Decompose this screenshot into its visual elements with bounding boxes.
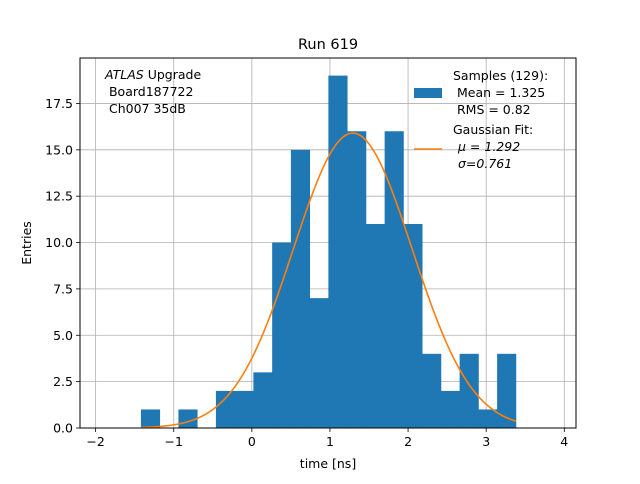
legend-fit-line3: σ=0.761: [458, 156, 512, 171]
legend-fit-line1: Gaussian Fit:: [453, 122, 533, 137]
legend-samples-line1: Samples (129):: [453, 68, 548, 83]
y-tick-label: 12.5: [45, 189, 73, 204]
y-tick-label: 0.0: [53, 421, 73, 436]
annotation-line2: Board187722: [105, 84, 193, 99]
legend: Samples (129): Mean = 1.325 RMS = 0.82 G…: [414, 68, 548, 171]
gaussian-fit: [140, 132, 517, 429]
x-tick-label: 0: [248, 434, 256, 449]
histogram-bar: [497, 353, 517, 428]
x-tick-label: 3: [482, 434, 490, 449]
x-tick-label: 1: [326, 434, 334, 449]
histogram-bar: [384, 131, 404, 428]
histogram-bar: [290, 149, 311, 428]
x-axis-ticks: −2 −1 0 1 2 3 4: [86, 428, 568, 449]
legend-fit-line2: μ = 1.292: [457, 139, 520, 154]
histogram-bar: [215, 390, 236, 428]
y-tick-label: 2.5: [53, 374, 73, 389]
histogram-bar: [253, 372, 273, 428]
x-tick-label: −2: [86, 434, 104, 449]
histogram-bar: [440, 390, 461, 428]
histogram-bars: [140, 75, 517, 428]
legend-swatch-samples: [414, 88, 442, 98]
x-tick-label: 2: [404, 434, 412, 449]
histogram-bar: [347, 131, 367, 428]
y-tick-label: 15.0: [45, 142, 73, 157]
histogram-bar: [365, 223, 386, 428]
x-axis-label: time [ns]: [300, 456, 356, 471]
gaussian-fit-line: [140, 132, 517, 429]
y-tick-label: 10.0: [45, 235, 73, 250]
chart-title: Run 619: [298, 37, 358, 53]
y-tick-label: 7.5: [53, 281, 73, 296]
annotation-line3: Ch007 35dB: [105, 101, 186, 116]
y-axis-ticks: 0.0 2.5 5.0 7.5 10.0 12.5 15.0 17.5: [45, 96, 80, 436]
svg-text:ATLAS Upgrade: ATLAS Upgrade: [104, 67, 201, 82]
y-tick-label: 17.5: [45, 96, 73, 111]
y-axis-label: Entries: [19, 221, 34, 265]
y-tick-label: 5.0: [53, 328, 73, 343]
histogram-bar: [328, 75, 348, 428]
legend-samples-line3: RMS = 0.82: [453, 102, 531, 117]
histogram-bar: [459, 353, 479, 428]
annotation-italic: ATLAS: [104, 67, 144, 82]
x-tick-label: −1: [165, 434, 183, 449]
x-tick-label: 4: [560, 434, 568, 449]
histogram-bar: [272, 242, 292, 428]
plot-frame: [79, 57, 577, 429]
annotation-line1: Upgrade: [144, 67, 202, 82]
histogram-bar: [140, 409, 161, 428]
histogram-bar: [309, 298, 329, 428]
histogram-bar: [234, 390, 254, 428]
histogram-bar: [478, 409, 498, 428]
histogram-bar: [403, 223, 423, 428]
histogram-bar: [422, 353, 442, 428]
legend-samples-line2: Mean = 1.325: [453, 85, 545, 100]
atlas-annotation: ATLAS Upgrade Board187722 Ch007 35dB: [104, 67, 201, 116]
